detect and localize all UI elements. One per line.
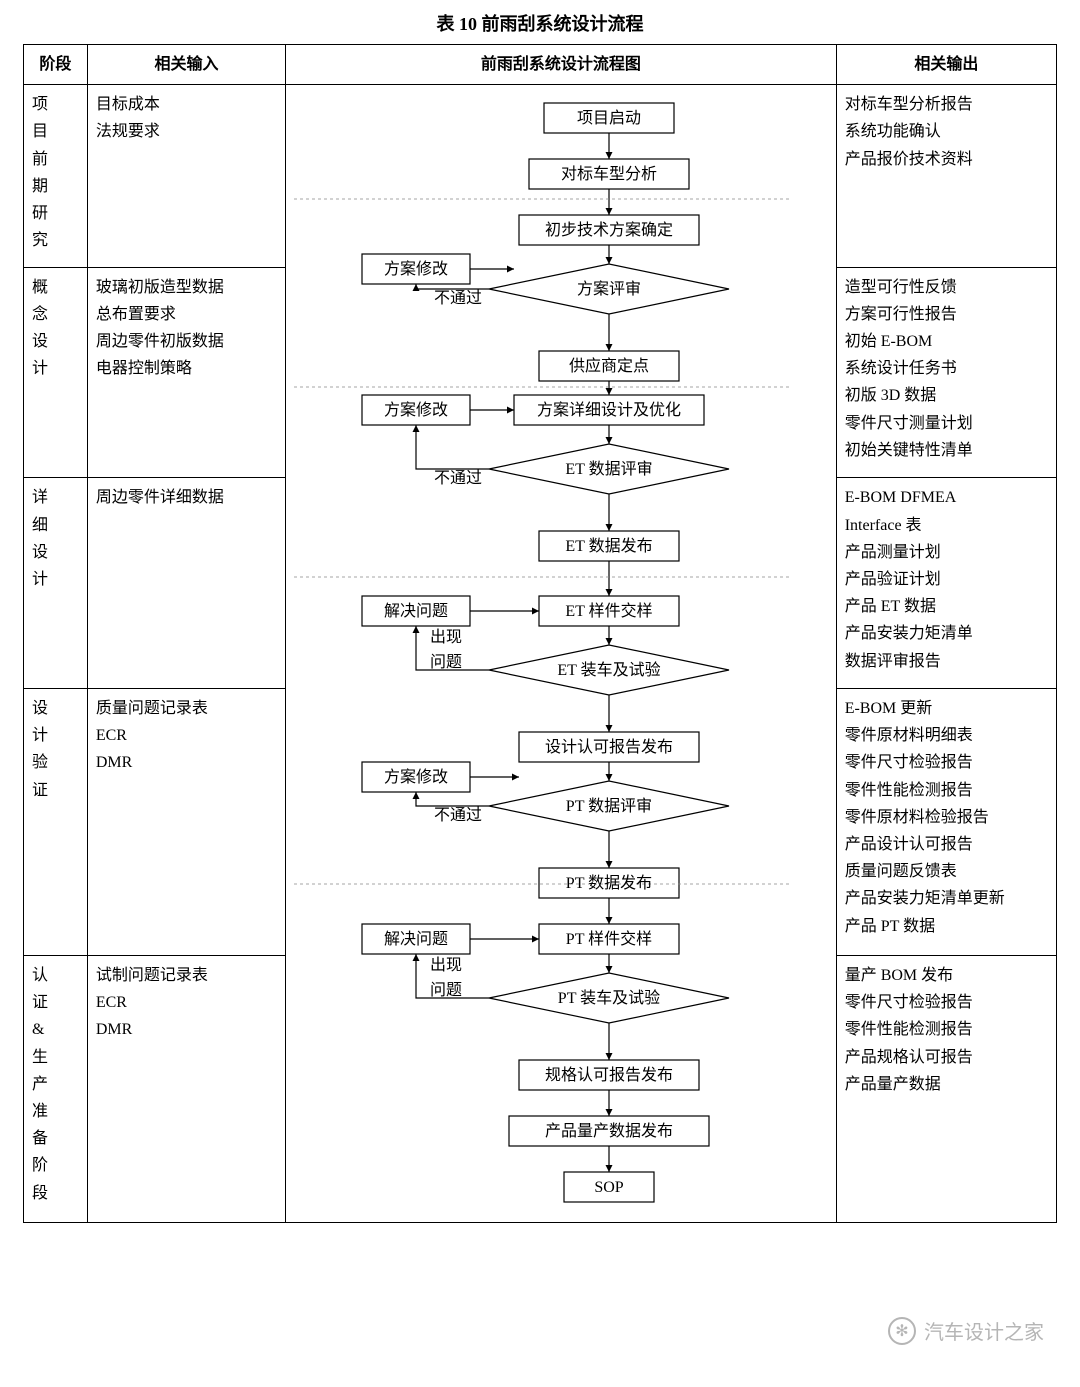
svg-text:方案修改: 方案修改 [384,401,448,419]
svg-text:SOP: SOP [594,1179,623,1196]
header-phase: 阶段 [24,45,88,85]
design-process-table: 阶段 相关输入 前雨刮系统设计流程图 相关输出 项目前期研究目标成本法规要求项目… [23,44,1057,1223]
svg-text:出现: 出现 [430,628,462,646]
svg-text:初步技术方案确定: 初步技术方案确定 [545,221,673,239]
svg-text:项目启动: 项目启动 [577,109,641,127]
svg-text:PT 装车及试验: PT 装车及试验 [558,989,660,1007]
svg-text:PT 数据发布: PT 数据发布 [566,874,652,892]
svg-text:方案评审: 方案评审 [577,280,641,298]
svg-text:方案修改: 方案修改 [384,768,448,786]
svg-text:方案详细设计及优化: 方案详细设计及优化 [537,401,681,419]
input-cell: 玻璃初版造型数据总布置要求周边零件初版数据电器控制策略 [87,267,285,478]
svg-text:不通过: 不通过 [434,469,482,487]
input-cell: 试制问题记录表ECRDMR [87,956,285,1223]
phase-cell: 认证&生产准备阶段 [24,956,88,1223]
flowchart-cell: 项目启动对标车型分析初步技术方案确定方案修改方案评审供应商定点方案修改方案详细设… [286,85,837,1223]
svg-text:对标车型分析: 对标车型分析 [561,165,657,183]
svg-text:不通过: 不通过 [434,806,482,824]
header-flow: 前雨刮系统设计流程图 [286,45,837,85]
svg-text:ET 数据评审: ET 数据评审 [565,460,652,478]
watermark: ✻ 汽车设计之家 [888,1316,1044,1345]
svg-text:问题: 问题 [430,653,462,671]
svg-text:问题: 问题 [430,981,462,999]
header-output: 相关输出 [836,45,1056,85]
output-cell: 造型可行性反馈方案可行性报告初始 E-BOM系统设计任务书初版 3D 数据零件尺… [836,267,1056,478]
svg-text:不通过: 不通过 [434,289,482,307]
svg-text:规格认可报告发布: 规格认可报告发布 [545,1066,673,1084]
svg-text:产品量产数据发布: 产品量产数据发布 [545,1122,673,1140]
phase-cell: 概念设计 [24,267,88,478]
svg-text:ET 样件交样: ET 样件交样 [565,602,652,620]
phase-cell: 项目前期研究 [24,85,88,268]
header-input: 相关输入 [87,45,285,85]
svg-text:PT 数据评审: PT 数据评审 [566,797,652,815]
phase-cell: 详细设计 [24,478,88,689]
table-title: 表 10 前雨刮系统设计流程 [0,0,1080,44]
input-cell: 周边零件详细数据 [87,478,285,689]
output-cell: 量产 BOM 发布零件尺寸检验报告零件性能检测报告产品规格认可报告产品量产数据 [836,956,1056,1223]
input-cell: 目标成本法规要求 [87,85,285,268]
phase-cell: 设计验证 [24,689,88,956]
svg-text:ET 装车及试验: ET 装车及试验 [557,661,660,679]
output-cell: E-BOM DFMEAInterface 表产品测量计划产品验证计划产品 ET … [836,478,1056,689]
svg-text:供应商定点: 供应商定点 [569,356,649,375]
svg-text:解决问题: 解决问题 [384,602,448,620]
output-cell: E-BOM 更新零件原材料明细表零件尺寸检验报告零件性能检测报告零件原材料检验报… [836,689,1056,956]
svg-text:解决问题: 解决问题 [384,930,448,948]
svg-text:方案修改: 方案修改 [384,260,448,278]
svg-text:ET 数据发布: ET 数据发布 [565,537,652,555]
svg-text:出现: 出现 [430,956,462,974]
wechat-icon: ✻ [888,1317,916,1345]
watermark-text: 汽车设计之家 [924,1316,1044,1345]
svg-text:设计认可报告发布: 设计认可报告发布 [545,738,673,756]
input-cell: 质量问题记录表ECRDMR [87,689,285,956]
output-cell: 对标车型分析报告系统功能确认产品报价技术资料 [836,85,1056,268]
svg-text:PT 样件交样: PT 样件交样 [566,930,652,948]
